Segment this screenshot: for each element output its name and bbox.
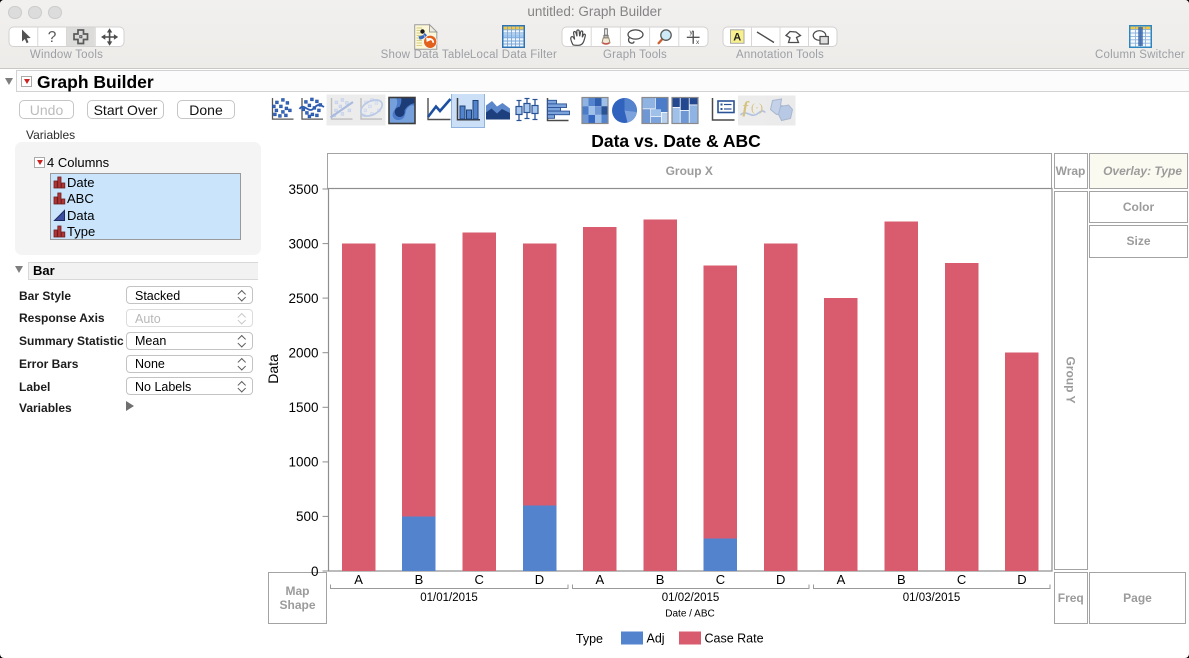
svg-text:B: B <box>897 572 906 587</box>
svg-text:500: 500 <box>296 509 319 524</box>
svg-text:y: y <box>690 29 694 36</box>
svg-text:Case Rate: Case Rate <box>705 632 764 646</box>
svg-text:Date / ABC: Date / ABC <box>665 609 714 620</box>
svg-text:Data: Data <box>265 354 281 384</box>
svg-text:01/03/2015: 01/03/2015 <box>903 592 961 604</box>
svg-text:Type: Type <box>576 632 603 646</box>
svg-text:Data vs. Date & ABC: Data vs. Date & ABC <box>591 131 761 151</box>
svg-text:A: A <box>354 572 363 587</box>
svg-text:A: A <box>733 31 741 43</box>
svg-text:B: B <box>415 572 424 587</box>
svg-text:B: B <box>656 572 665 587</box>
svg-text:D: D <box>776 572 785 587</box>
svg-text:1000: 1000 <box>288 455 318 470</box>
svg-text:C: C <box>957 572 966 587</box>
svg-text:D: D <box>535 572 544 587</box>
svg-text:01/02/2015: 01/02/2015 <box>662 592 720 604</box>
svg-text:x: x <box>696 39 700 46</box>
svg-text:(·): (·) <box>751 101 763 115</box>
svg-text:3500: 3500 <box>288 182 318 197</box>
svg-text:Adj: Adj <box>647 632 665 646</box>
svg-text:D: D <box>1017 572 1026 587</box>
svg-text:?: ? <box>48 29 57 46</box>
svg-text:C: C <box>475 572 484 587</box>
svg-text:3000: 3000 <box>288 236 318 251</box>
svg-text:1500: 1500 <box>288 400 318 415</box>
svg-text:2000: 2000 <box>288 346 318 361</box>
svg-text:A: A <box>595 572 604 587</box>
svg-text:A: A <box>837 572 846 587</box>
svg-text:01/01/2015: 01/01/2015 <box>420 592 478 604</box>
svg-text:2500: 2500 <box>288 291 318 306</box>
svg-text:f: f <box>743 98 751 117</box>
svg-text:C: C <box>716 572 725 587</box>
